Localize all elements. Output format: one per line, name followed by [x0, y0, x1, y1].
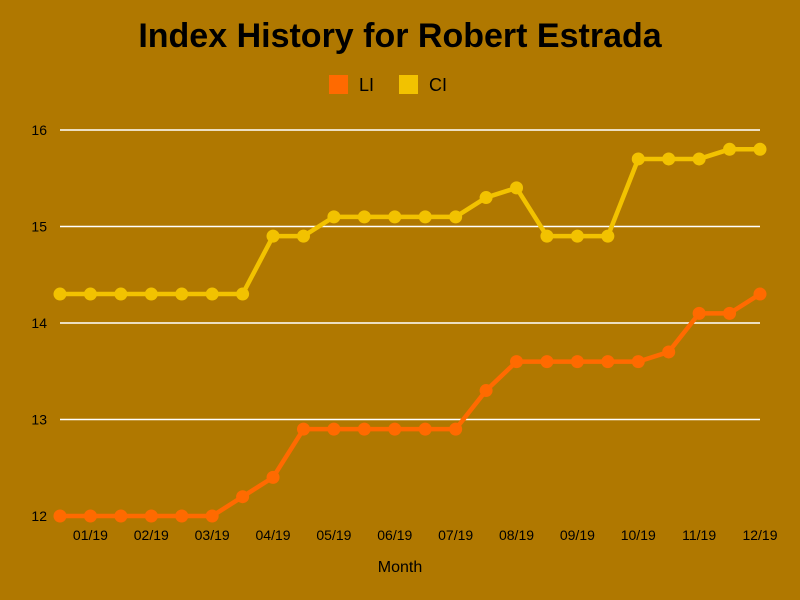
data-point — [570, 229, 584, 243]
y-tick-label: 13 — [31, 412, 47, 428]
x-tick-label: 09/19 — [560, 527, 595, 543]
data-point — [388, 422, 402, 436]
data-point — [53, 287, 67, 301]
series-layer — [53, 142, 767, 523]
data-point — [692, 306, 706, 320]
data-point — [601, 229, 615, 243]
data-point — [327, 422, 341, 436]
legend-label: LI — [359, 75, 374, 95]
data-point — [631, 152, 645, 166]
data-point — [236, 287, 250, 301]
legend-swatch — [329, 75, 348, 94]
series-ci — [53, 142, 767, 301]
data-point — [510, 355, 524, 369]
data-point — [449, 422, 463, 436]
y-tick-label: 15 — [31, 219, 47, 235]
legend: LI CI — [329, 75, 447, 95]
data-point — [327, 210, 341, 224]
data-point — [723, 306, 737, 320]
legend-label: CI — [429, 75, 447, 95]
x-tick-label: 03/19 — [195, 527, 230, 543]
y-tick-label: 12 — [31, 508, 47, 524]
data-point — [114, 287, 128, 301]
x-tick-label: 01/19 — [73, 527, 108, 543]
y-tick-label: 16 — [31, 122, 47, 138]
data-point — [357, 422, 371, 436]
data-point — [144, 287, 158, 301]
x-tick-label: 07/19 — [438, 527, 473, 543]
data-point — [418, 210, 432, 224]
x-tick-label: 05/19 — [316, 527, 351, 543]
series-line — [57, 291, 763, 519]
x-tick-label: 10/19 — [621, 527, 656, 543]
data-point — [175, 509, 189, 523]
data-point — [479, 191, 493, 205]
data-point — [53, 509, 67, 523]
x-tick-label: 11/19 — [682, 527, 716, 543]
data-point — [388, 210, 402, 224]
data-point — [83, 509, 97, 523]
x-tick-label: 12/19 — [742, 527, 777, 543]
x-tick-label: 08/19 — [499, 527, 534, 543]
x-tick-label: 02/19 — [134, 527, 169, 543]
data-point — [175, 287, 189, 301]
data-point — [753, 287, 767, 301]
gridlines — [60, 129, 760, 421]
data-point — [236, 490, 250, 504]
series-line — [57, 147, 763, 297]
data-point — [83, 287, 97, 301]
data-point — [266, 470, 280, 484]
y-axis-ticks: 12 13 14 15 16 — [31, 122, 47, 524]
x-axis-title: Month — [378, 559, 422, 576]
data-point — [205, 287, 219, 301]
legend-swatch — [399, 75, 418, 94]
y-tick-label: 14 — [31, 315, 47, 331]
chart-title: Index History for Robert Estrada — [138, 17, 662, 55]
data-point — [631, 355, 645, 369]
data-point — [296, 229, 310, 243]
data-point — [723, 142, 737, 156]
data-point — [662, 152, 676, 166]
data-point — [753, 142, 767, 156]
data-point — [540, 229, 554, 243]
data-point — [418, 422, 432, 436]
data-point — [662, 345, 676, 359]
data-point — [357, 210, 371, 224]
data-point — [540, 355, 554, 369]
x-axis-ticks: 01/19 02/19 03/19 04/19 05/19 06/19 07/19 08/19… — [73, 527, 778, 543]
series-li — [53, 287, 767, 523]
data-point — [449, 210, 463, 224]
data-point — [205, 509, 219, 523]
x-tick-label: 04/19 — [256, 527, 291, 543]
data-point — [266, 229, 280, 243]
data-point — [296, 422, 310, 436]
data-point — [692, 152, 706, 166]
data-point — [114, 509, 128, 523]
x-tick-label: 06/19 — [377, 527, 412, 543]
data-point — [570, 355, 584, 369]
data-point — [479, 384, 493, 398]
data-point — [510, 181, 524, 195]
data-point — [601, 355, 615, 369]
data-point — [144, 509, 158, 523]
